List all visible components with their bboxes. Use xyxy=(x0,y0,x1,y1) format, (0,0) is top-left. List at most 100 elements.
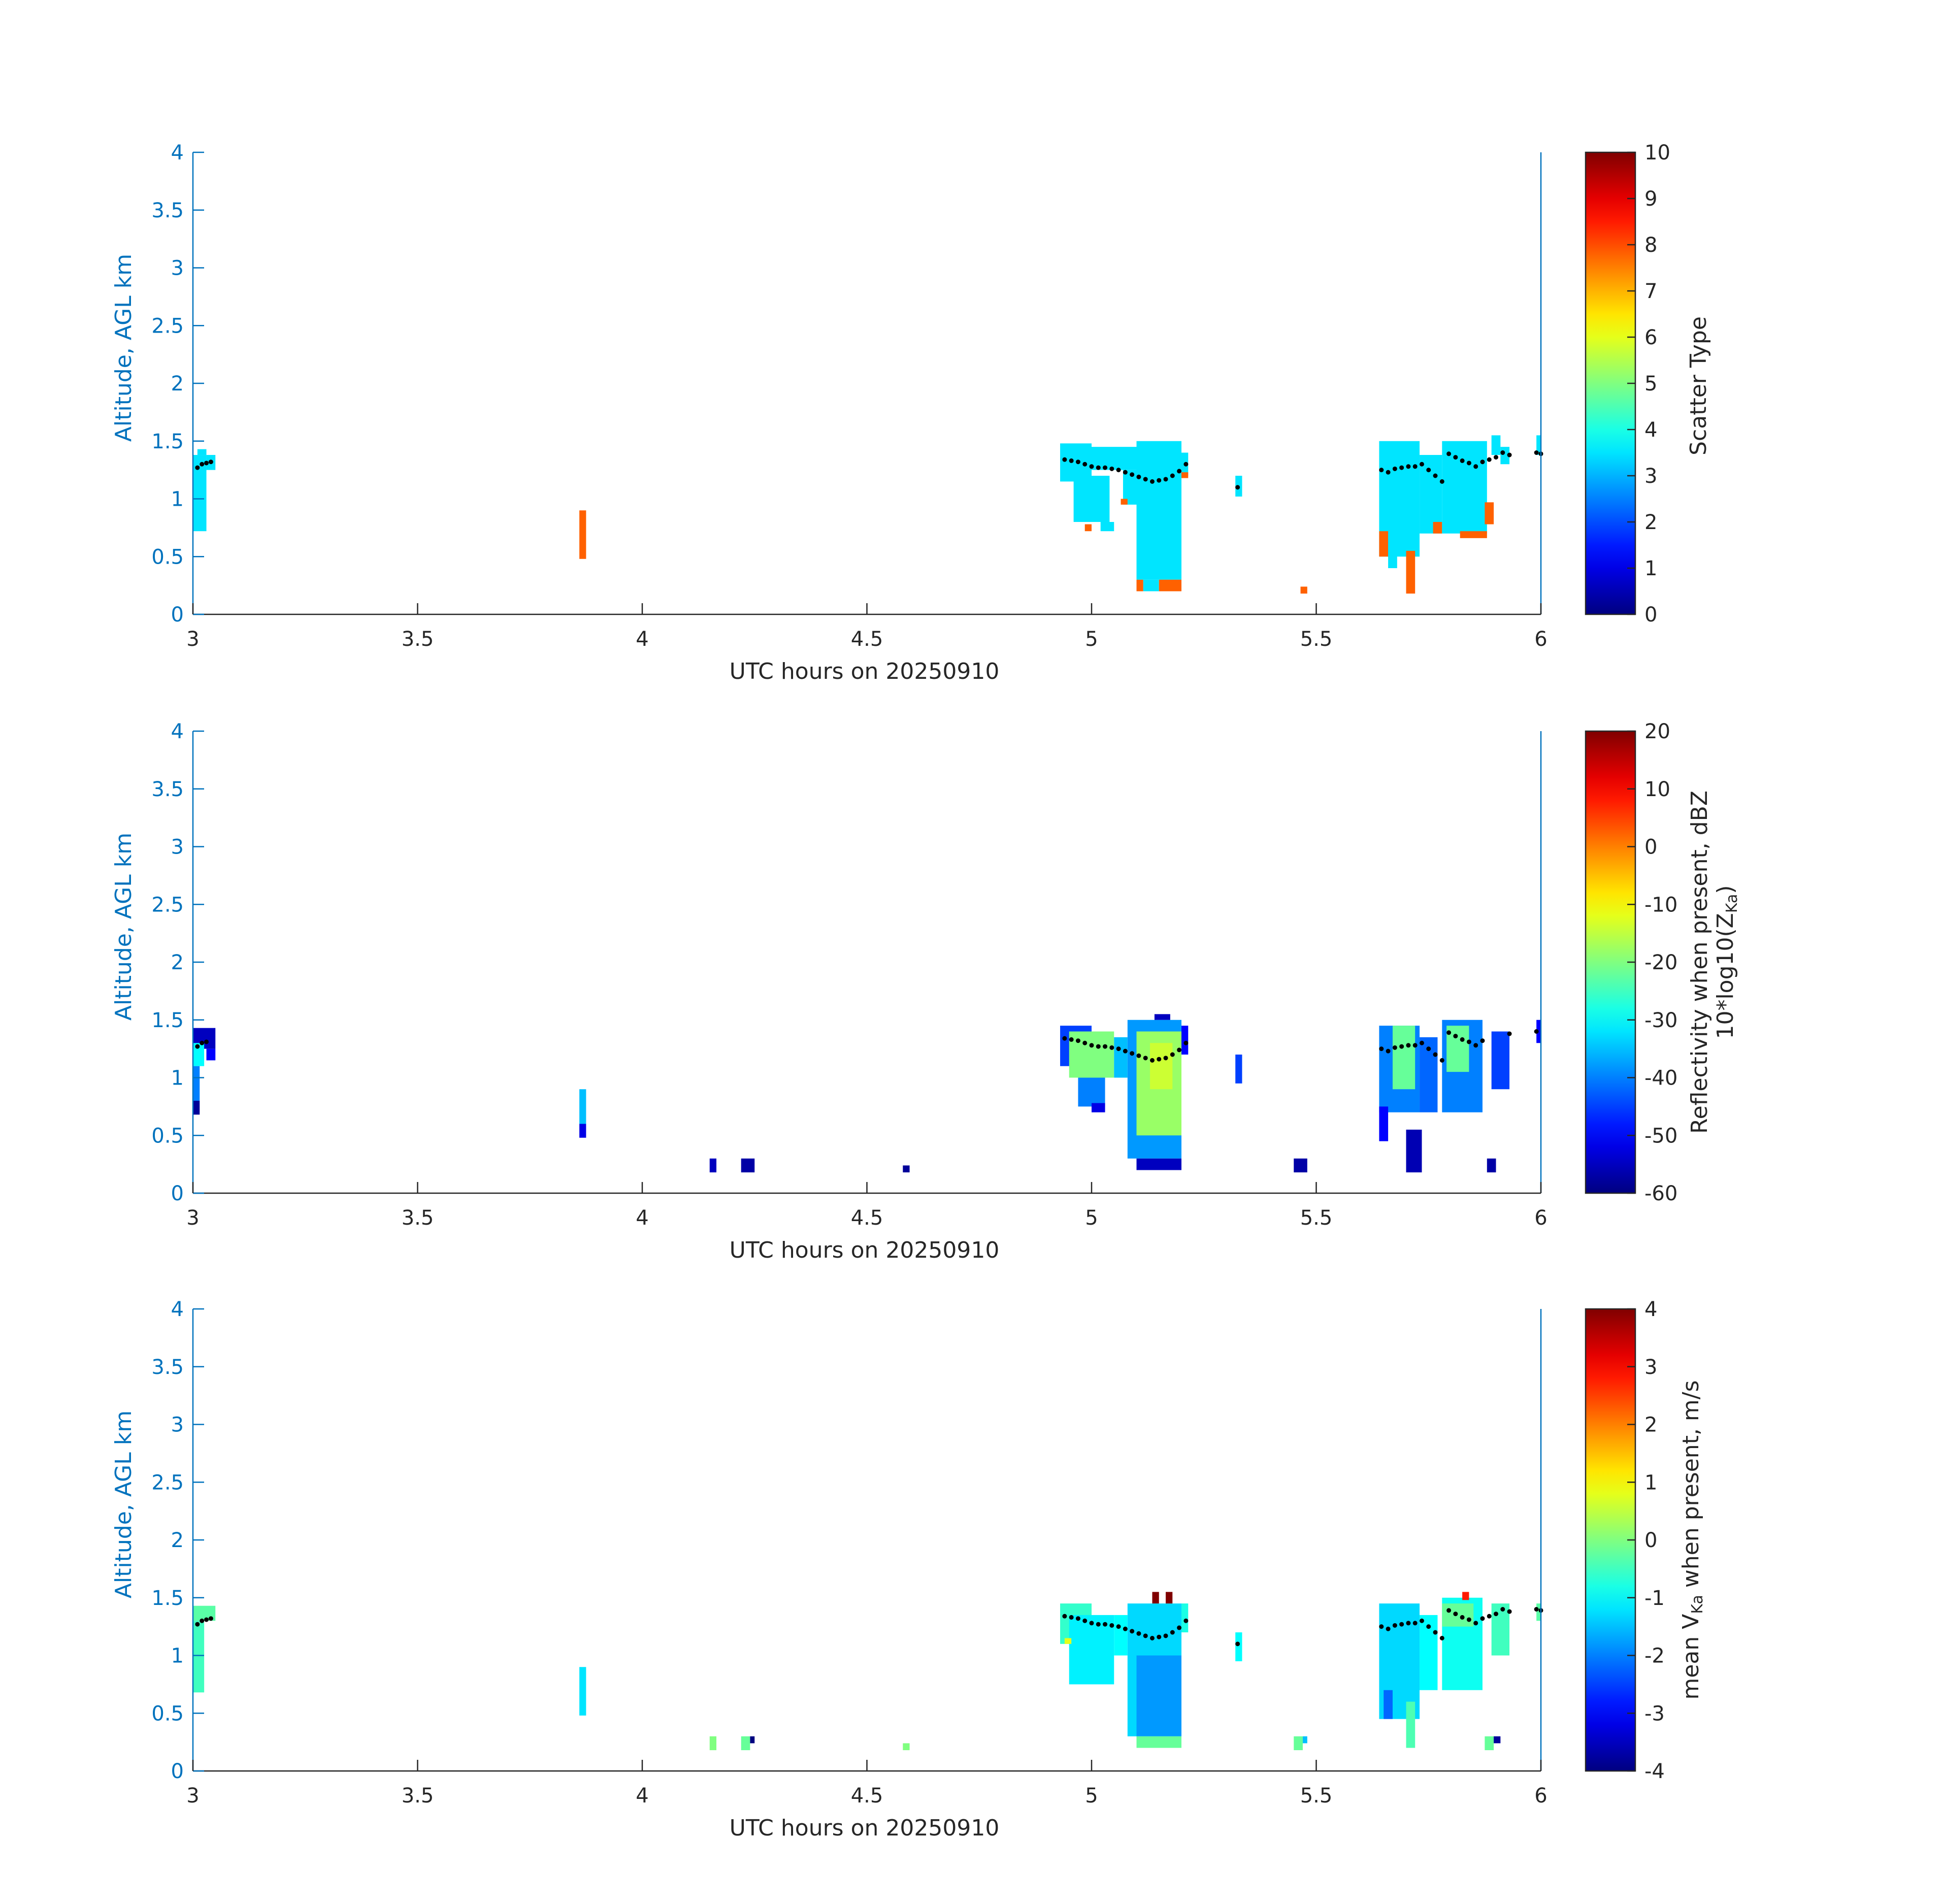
y-tick-label: 3 xyxy=(171,257,184,280)
cloud-base-point xyxy=(1096,1622,1101,1627)
heatmap-cell xyxy=(741,1158,755,1173)
cloud-base-point xyxy=(1170,1630,1175,1635)
heatmap-cell xyxy=(579,1667,586,1716)
heatmap-cell xyxy=(1073,476,1110,522)
cloud-base-point xyxy=(1123,1626,1128,1631)
y-tick-label: 4 xyxy=(171,1298,184,1321)
cloud-base-point xyxy=(195,1044,200,1049)
heatmap-cell xyxy=(1121,499,1128,505)
colorbar-label-end: when present, m/s xyxy=(1678,1380,1704,1595)
y-tick-label: 3.5 xyxy=(151,1356,184,1379)
heatmap-cell xyxy=(1485,502,1494,524)
heatmap-cell xyxy=(579,510,586,559)
cloud-base-markers xyxy=(195,1607,1543,1647)
colorbar-tick-label: 9 xyxy=(1644,187,1657,211)
cloud-base-point xyxy=(1439,1635,1444,1640)
y-tick-label: 2 xyxy=(171,372,184,396)
cloud-base-point xyxy=(1453,1612,1458,1617)
cloud-base-point xyxy=(1075,1616,1080,1621)
cloud-base-point xyxy=(208,1616,213,1621)
heatmap-cell xyxy=(1136,579,1143,592)
x-tick-label: 5 xyxy=(1085,1784,1098,1808)
colorbar-label: Scatter Type xyxy=(1686,316,1711,455)
colorbar xyxy=(1585,151,1636,615)
colorbar-tick-label: -60 xyxy=(1644,1182,1677,1205)
heatmap-cell xyxy=(206,1048,216,1061)
cloud-base-point xyxy=(1130,1051,1135,1056)
cloud-base-point xyxy=(1177,1047,1182,1053)
cloud-base-point xyxy=(1419,1618,1424,1623)
cloud-base-point xyxy=(1439,1058,1444,1063)
heatmap-cell xyxy=(1092,1103,1105,1112)
cloud-base-point xyxy=(1466,1617,1471,1622)
x-tick-label: 6 xyxy=(1534,1206,1547,1230)
cloud-base-point xyxy=(1163,1633,1168,1638)
cloud-base-point xyxy=(1466,461,1471,466)
y-tick-label: 0.5 xyxy=(151,1702,184,1725)
cloud-base-point xyxy=(1406,1043,1411,1048)
heatmap-cell xyxy=(1487,1158,1496,1173)
y-tick-label: 4 xyxy=(171,141,184,165)
colorbar-tick-label: 6 xyxy=(1644,326,1657,349)
y-tick-label: 1 xyxy=(171,1645,184,1668)
heatmap-cell xyxy=(1152,1592,1159,1604)
heatmap-cell xyxy=(1406,550,1416,594)
x-tick-label: 3 xyxy=(186,1784,199,1808)
heatmap-cell xyxy=(1302,1736,1307,1744)
y-tick-label: 1.5 xyxy=(151,1587,184,1610)
y-tick-label: 3 xyxy=(171,836,184,859)
cloud-base-point xyxy=(1392,466,1397,471)
y-tick-label: 2.5 xyxy=(151,1471,184,1494)
heatmap-cell xyxy=(1159,579,1181,592)
cloud-base-point xyxy=(1157,1634,1162,1639)
heatmap-cell xyxy=(1420,455,1442,534)
colorbar-tick-label: 7 xyxy=(1644,280,1657,303)
y-tick-label: 2.5 xyxy=(151,314,184,338)
x-tick-label: 6 xyxy=(1534,628,1547,651)
cloud-base-point xyxy=(1406,1621,1411,1626)
x-tick-label: 5 xyxy=(1085,628,1098,651)
cloud-base-point xyxy=(1143,477,1148,482)
heatmap-cell xyxy=(1300,586,1307,594)
cloud-base-point xyxy=(1062,1614,1067,1619)
colorbar-tick-label: 10 xyxy=(1644,141,1670,165)
colorbar-label-text: mean V xyxy=(1678,1614,1704,1700)
cloud-base-point xyxy=(1473,1043,1478,1048)
colorbar-tick-label: -20 xyxy=(1644,951,1677,974)
cloud-base-point xyxy=(204,1617,209,1622)
colorbar-tick-label: 20 xyxy=(1644,720,1670,743)
x-tick-label: 4 xyxy=(636,1784,648,1808)
cloud-base-point xyxy=(1149,1058,1155,1063)
heatmap-cell xyxy=(1060,443,1092,482)
heatmap-cell xyxy=(1181,1026,1189,1055)
cloud-base-point xyxy=(1446,451,1452,456)
cloud-base-point xyxy=(1419,1040,1424,1045)
y-tick-label: 3 xyxy=(171,1414,184,1437)
colorbar-tick-label: 2 xyxy=(1644,511,1657,534)
heatmap-cell xyxy=(197,449,207,455)
cloud-base-point xyxy=(1480,459,1485,465)
y-tick-label: 2 xyxy=(171,1529,184,1552)
heatmap-cell xyxy=(1136,441,1181,580)
x-tick-label: 4.5 xyxy=(851,628,883,651)
x-tick-label: 5.5 xyxy=(1300,1784,1333,1808)
heatmap-cell xyxy=(1114,1615,1128,1656)
panel-2: 0 0.5 1 1.5 2 2.5 3 3.5 4 3 3.5 4 4.5 5 5.5 6 UTC hours … xyxy=(111,720,1741,1263)
cloud-base-point xyxy=(1136,1631,1141,1636)
heatmap-cell xyxy=(1136,1736,1181,1748)
x-tick-label: 4 xyxy=(636,628,648,651)
heatmap-cell xyxy=(741,1736,750,1751)
cloud-base-point xyxy=(1399,465,1404,470)
cloud-base-point xyxy=(208,459,213,465)
cloud-base-point xyxy=(1149,479,1155,484)
x-tick-label: 4.5 xyxy=(851,1784,883,1808)
cloud-base-point xyxy=(1136,1053,1141,1058)
heatmap-cell xyxy=(1491,435,1501,455)
cloud-base-point xyxy=(1082,462,1088,467)
cloud-base-point xyxy=(1116,1624,1121,1629)
x-tick-label: 4.5 xyxy=(851,1206,883,1230)
x-tick-label: 5 xyxy=(1085,1206,1098,1230)
cloud-base-point xyxy=(200,1040,205,1045)
colorbar xyxy=(1585,1308,1636,1772)
cloud-base-point xyxy=(1123,1048,1128,1054)
